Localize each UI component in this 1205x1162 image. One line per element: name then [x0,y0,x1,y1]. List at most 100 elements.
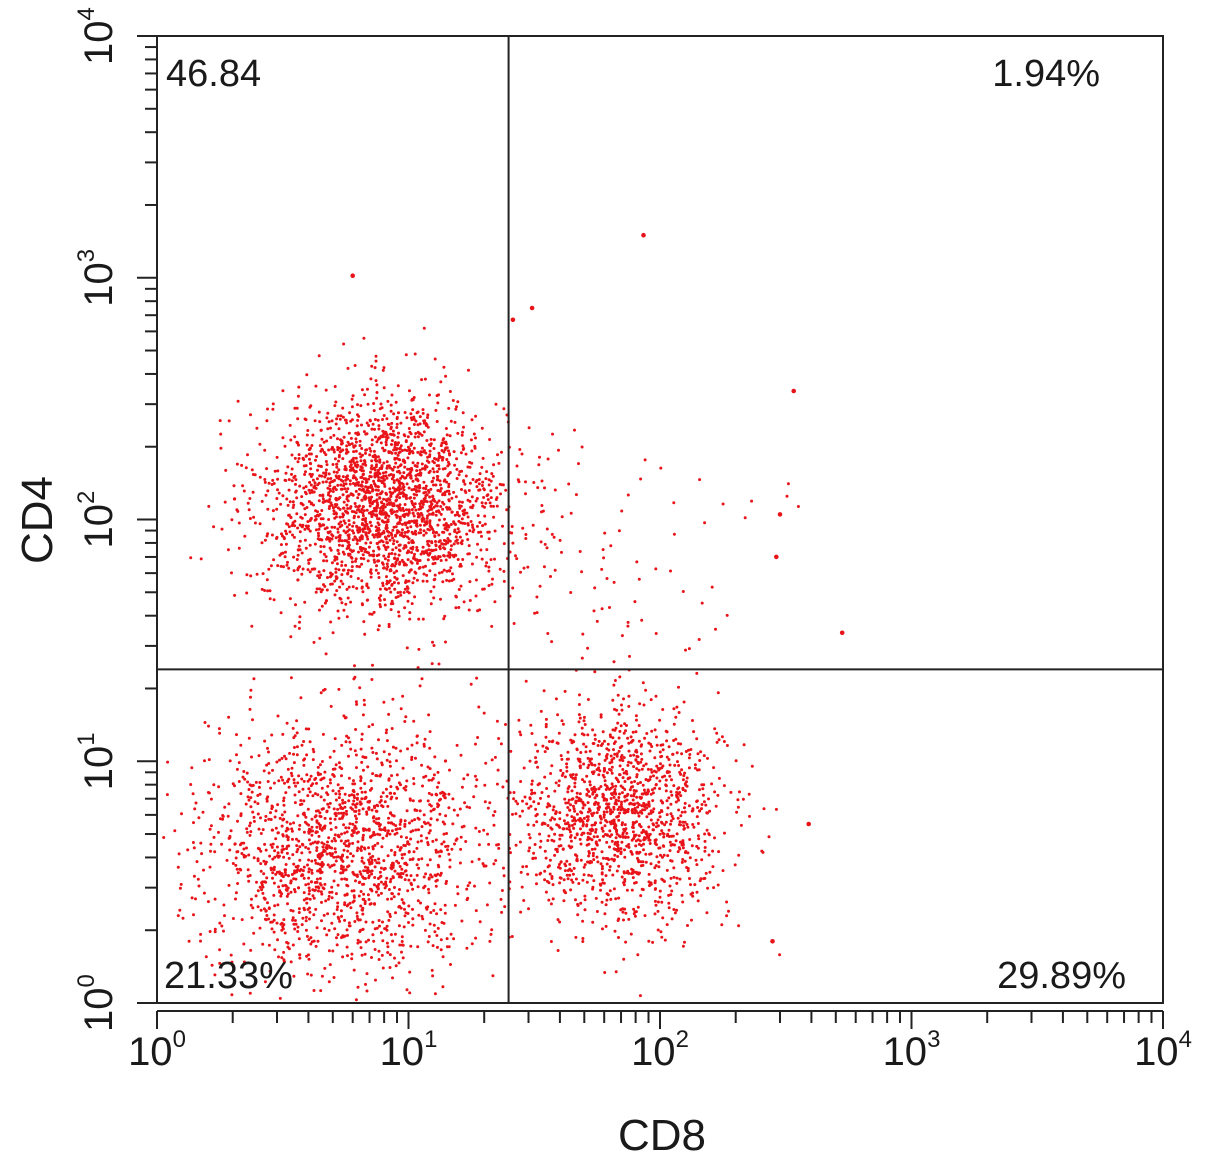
event-point [439,487,443,490]
event-point [360,466,364,470]
event-point [406,912,410,915]
event-point [497,461,501,465]
event-point [426,821,430,825]
event-point [624,940,628,944]
event-point [369,449,373,453]
event-point [424,872,428,876]
event-point [367,725,371,729]
event-point [500,889,504,892]
event-point [285,820,289,824]
event-point [340,743,344,747]
event-point [384,537,388,540]
event-point [716,793,720,797]
event-point [421,545,425,549]
event-point [427,544,431,548]
event-point [365,550,369,554]
event-point [365,508,369,512]
event-point [297,774,301,778]
event-point [667,906,671,910]
event-point [360,447,364,450]
event-point [241,775,245,779]
event-point [432,447,436,450]
event-point [382,520,386,524]
event-point [272,893,276,897]
event-point [583,894,587,898]
event-point [328,484,332,488]
event-point [379,799,383,802]
event-point [637,739,641,743]
event-point [684,750,688,753]
event-point [260,888,264,892]
event-point [713,727,717,731]
event-point [317,410,321,414]
event-point [302,876,306,880]
event-point [433,902,437,906]
event-point [269,811,272,815]
event-point [583,898,587,902]
event-point [414,828,418,832]
event-point [527,849,531,853]
event-point [441,493,445,497]
event-point [347,546,351,550]
event-point [588,832,592,836]
event-point [372,558,376,562]
event-point [697,837,701,841]
event-point [378,460,382,464]
event-point [295,753,299,757]
event-point [323,816,327,820]
event-point [567,482,571,486]
event-point [664,778,668,782]
event-point [309,483,313,487]
event-point [344,418,348,422]
event-point [502,542,506,546]
event-point [257,754,261,758]
event-point [438,854,442,858]
event-point [514,843,518,847]
event-point [442,365,446,369]
event-point [314,809,318,813]
event-point [449,566,453,570]
event-point [579,751,583,754]
event-point [489,932,493,936]
event-point [271,768,274,772]
event-point [333,404,337,408]
event-point [288,423,292,427]
event-point [397,548,401,552]
event-point [247,736,251,740]
event-point [655,821,659,825]
event-point [372,883,376,887]
event-point [358,940,362,944]
event-point [191,841,195,844]
event-point [369,541,373,545]
event-point [450,847,454,851]
event-point [681,900,685,904]
event-point [371,920,375,924]
event-point [435,420,439,423]
event-point [370,872,374,876]
event-point [390,511,394,515]
event-point [307,938,311,942]
event-point [416,816,420,820]
event-point [397,861,401,865]
event-point [453,903,457,907]
event-point [375,757,379,761]
event-point [348,924,352,928]
event-point [303,507,307,511]
event-point [616,808,620,811]
event-point [341,544,345,548]
event-point [318,608,321,612]
event-point [471,530,475,534]
event-point [389,877,393,881]
event-point [393,932,397,936]
event-point [476,542,479,546]
event-point [341,406,345,410]
event-point [435,475,439,478]
event-point [323,927,327,931]
event-point [272,930,276,934]
event-point [470,942,474,946]
event-point [292,781,296,785]
event-point [557,865,560,869]
event-point [321,732,325,736]
event-point [282,803,286,807]
event-point [377,817,381,820]
